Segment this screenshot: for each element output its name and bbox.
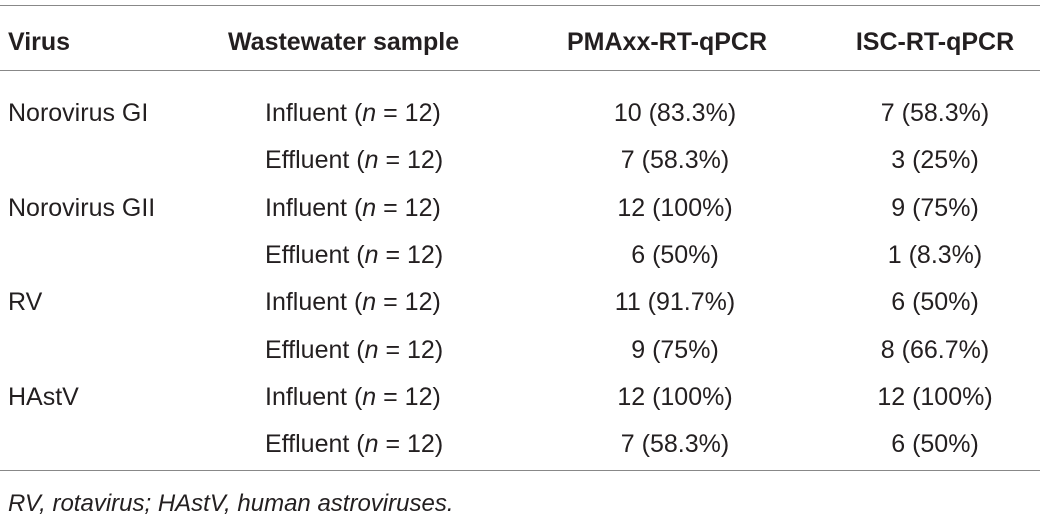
sample-text: n [364, 146, 379, 175]
sample-cell: Effluent (n = 12) [265, 429, 443, 459]
sample-cell: Influent (n = 12) [265, 287, 441, 317]
column-header: PMAxx-RT-qPCR [566, 28, 768, 56]
count-cell: 12 (100%) [617, 382, 733, 411]
sample-text: n [364, 430, 379, 459]
sample-text: n [362, 288, 377, 317]
virus-cell: Norovirus GII [8, 193, 156, 222]
sample-text: = 12) [378, 146, 444, 175]
header-rule [0, 70, 1040, 71]
sample-cell: Influent (n = 12) [265, 98, 441, 128]
sample-text: n [362, 382, 377, 411]
sample-text: = 12) [376, 193, 441, 222]
sample-text: Influent ( [265, 288, 363, 317]
sample-text: = 12) [378, 240, 444, 269]
count-cell: 3 (25%) [891, 146, 979, 175]
count-cell: 7 (58.3%) [620, 146, 730, 175]
column-header: Virus [8, 28, 71, 56]
sample-text: Influent ( [265, 382, 363, 411]
sample-text: = 12) [376, 382, 441, 411]
bottom-rule [0, 470, 1040, 471]
column-header: Wastewater sample [228, 28, 460, 56]
sample-cell: Effluent (n = 12) [265, 145, 443, 175]
sample-text: Effluent ( [265, 146, 365, 175]
count-cell: 12 (100%) [877, 382, 993, 411]
count-cell: 6 (50%) [891, 288, 979, 317]
virus-cell: HAstV [8, 382, 79, 411]
sample-text: = 12) [378, 335, 444, 364]
count-cell: 6 (50%) [891, 430, 979, 459]
count-cell: 9 (75%) [631, 335, 719, 364]
top-rule [0, 5, 1040, 6]
sample-text: Effluent ( [265, 430, 365, 459]
count-cell: 9 (75%) [891, 193, 979, 222]
count-cell: 8 (66.7%) [880, 335, 990, 364]
sample-cell: Influent (n = 12) [265, 193, 441, 223]
sample-text: = 12) [376, 99, 441, 127]
count-cell: 12 (100%) [617, 193, 733, 222]
sample-text: = 12) [376, 288, 441, 317]
sample-cell: Influent (n = 12) [265, 382, 441, 412]
sample-text: n [364, 240, 379, 269]
sample-cell: Effluent (n = 12) [265, 240, 443, 270]
sample-text: n [362, 193, 377, 222]
virus-cell: Norovirus GI [8, 99, 149, 127]
sample-text: Effluent ( [265, 335, 365, 364]
count-cell: 6 (50%) [631, 240, 719, 269]
count-cell: 11 (91.7%) [614, 288, 736, 317]
column-header: ISC-RT-qPCR [855, 28, 1015, 56]
sample-text: Influent ( [265, 193, 363, 222]
sample-text: = 12) [378, 430, 444, 459]
sample-text: Effluent ( [265, 240, 365, 269]
count-cell: 1 (8.3%) [887, 240, 983, 269]
footnote: RV, rotavirus; HAstV, human astroviruses… [8, 490, 454, 517]
count-cell: 10 (83.3%) [613, 99, 737, 127]
sample-text: n [364, 335, 379, 364]
count-cell: 7 (58.3%) [620, 430, 730, 459]
sample-text: Influent ( [265, 99, 363, 127]
sample-text: n [362, 99, 377, 127]
count-cell: 7 (58.3%) [880, 99, 990, 127]
sample-cell: Effluent (n = 12) [265, 335, 443, 365]
virus-cell: RV [8, 288, 43, 317]
